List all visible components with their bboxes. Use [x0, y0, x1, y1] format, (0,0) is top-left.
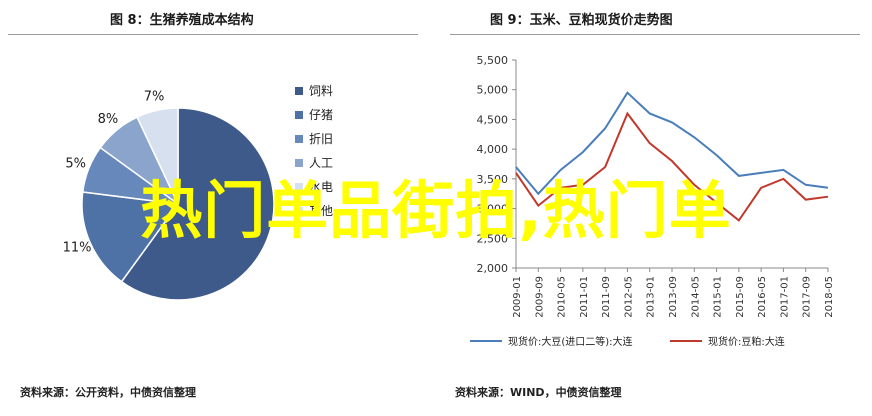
pie-label-4: 8%: [98, 112, 119, 127]
y-tick-label: 3,000: [477, 203, 509, 216]
pie-label-6: 7%: [144, 90, 165, 105]
right-title-rule: [450, 34, 860, 35]
left-chart-title: 图 8：生猪养殖成本结构: [110, 13, 254, 28]
x-tick-label: 2016-05: [757, 276, 768, 318]
x-tick-label: 2013-09: [668, 276, 679, 318]
y-tick-label: 5,000: [477, 84, 509, 97]
legend-swatch: [295, 87, 303, 95]
line-legend-label: 现货价:豆粕:大连: [708, 335, 785, 348]
pie-label-2: 11%: [63, 241, 92, 256]
right-chart-title: 图 9：玉米、豆粕现货价走势图: [490, 13, 673, 28]
legend-label: 水电: [309, 180, 334, 194]
legend-label: 其他: [309, 204, 334, 218]
x-tick-label: 2017-09: [802, 276, 813, 318]
x-tick-label: 2009-01: [512, 276, 523, 318]
x-tick-label: 2011-09: [601, 276, 612, 318]
x-tick-label: 2015-01: [713, 276, 724, 318]
left-source-note: 资料来源：公开资料，中债资信整理: [20, 386, 196, 399]
y-tick-label: 4,500: [477, 113, 509, 126]
y-tick-label: 3,500: [477, 173, 509, 186]
pie-label-3: 5%: [65, 157, 86, 172]
right-source-note: 资料来源：WIND，中债资信整理: [455, 386, 622, 399]
legend-label: 人工: [309, 156, 334, 170]
pie-slice-2: [81, 191, 180, 283]
x-tick-label: 2009-09: [534, 276, 545, 318]
x-tick-label: 2011-01: [579, 276, 590, 318]
pie-slice-1: [120, 107, 275, 301]
line-legend-label: 现货价:大豆(进口二等):大连: [508, 335, 633, 348]
pie-slice-6: [136, 107, 179, 205]
x-tick-label: 2015-09: [735, 276, 746, 318]
legend-label: 饲料: [309, 84, 334, 98]
x-tick-label: 2018-05: [824, 276, 835, 318]
y-tick-label: 5,500: [477, 54, 509, 67]
line-chart: 2,000 2,500 3,000 3,500 4,000 4,500 5,000 5,500…: [470, 54, 835, 348]
series-line-1: [515, 91, 829, 196]
legend-swatch: [295, 159, 303, 167]
legend-label: 仔猪: [309, 108, 334, 122]
x-tick-label: 2017-01: [779, 276, 790, 318]
y-tick-label: 4,000: [477, 143, 509, 156]
left-title-rule: [8, 34, 418, 35]
x-tick-label: 2014-05: [690, 276, 701, 318]
y-tick-label: 2,500: [477, 232, 509, 245]
x-tick-label: 2012-05: [623, 276, 634, 318]
x-tick-label: 2010-05: [557, 276, 568, 318]
y-tick-label: 2,000: [477, 262, 509, 275]
legend-swatch: [295, 207, 303, 215]
legend-label: 折旧: [309, 132, 334, 146]
series-line-2: [515, 111, 829, 222]
legend-swatch: [295, 111, 303, 119]
legend-swatch: [295, 183, 303, 191]
legend-swatch: [295, 135, 303, 143]
pie-chart: 11% 5% 8% 7%: [63, 90, 275, 301]
x-tick-label: 2013-01: [646, 276, 657, 318]
